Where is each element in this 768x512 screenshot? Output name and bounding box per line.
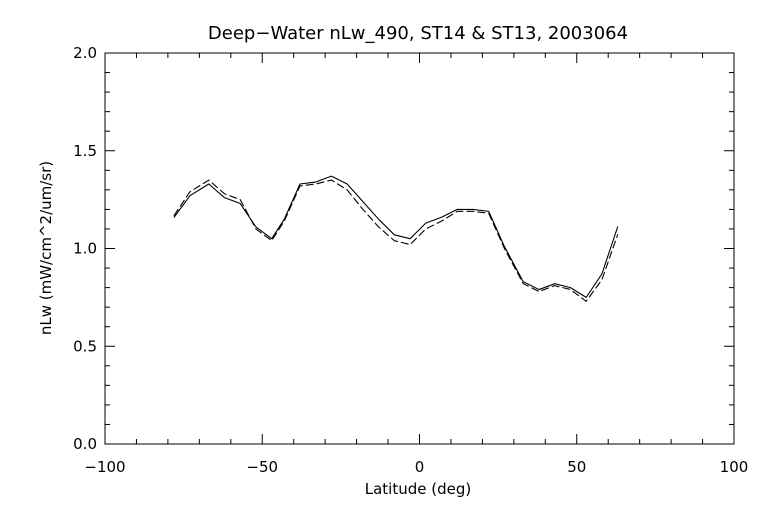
x-tick-label: −50	[246, 458, 278, 476]
series-layer	[173, 175, 619, 302]
solid-series-line	[173, 175, 619, 298]
x-tick-label: 0	[415, 458, 425, 476]
x-tick-label: 50	[567, 458, 586, 476]
x-tick-label: −100	[84, 458, 125, 476]
dashed-series-line	[173, 179, 619, 302]
y-tick-label: 0.0	[73, 435, 97, 453]
chart-title: Deep−Water nLw_490, ST14 & ST13, 2003064	[208, 23, 628, 44]
x-tick-label: 100	[720, 458, 749, 476]
plot-frame	[104, 52, 735, 445]
y-tick-label: 0.5	[73, 337, 97, 355]
x-tick-labels: −100 −50 0 50 100	[84, 458, 748, 476]
y-axis-label: nLw (mW/cm^2/um/sr)	[37, 161, 55, 335]
y-tick-label: 1.0	[73, 240, 97, 258]
y-tick-labels: 0.0 0.5 1.0 1.5 2.0	[73, 44, 97, 453]
major-ticks	[104, 52, 735, 445]
minor-ticks	[105, 53, 734, 444]
x-axis-label: Latitude (deg)	[365, 480, 471, 498]
y-tick-label: 2.0	[73, 44, 97, 62]
y-tick-label: 1.5	[73, 142, 97, 160]
